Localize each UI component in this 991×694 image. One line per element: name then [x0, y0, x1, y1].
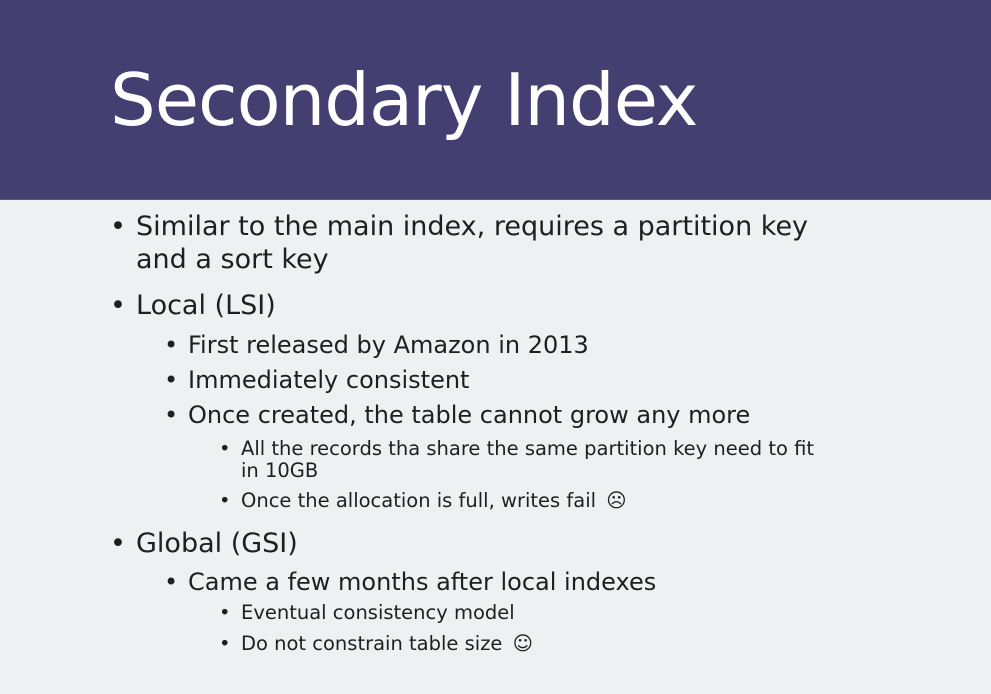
bullet-text: Do not constrain table size	[241, 632, 503, 655]
smiley-face-icon: ☺	[512, 632, 533, 655]
bullet-icon: •	[110, 211, 126, 242]
bullet-text: Once created, the table cannot grow any …	[188, 401, 751, 429]
bullet-item: • Global (GSI)	[110, 528, 298, 560]
bullet-text: Similar to the main index, requires a pa…	[136, 211, 809, 242]
bullet-icon: •	[164, 568, 179, 596]
bullet-text: and a sort key	[136, 244, 329, 275]
title-bar: Secondary Index	[0, 0, 991, 200]
sub-bullet-item: • Once created, the table cannot grow an…	[164, 401, 751, 429]
sub-bullet-item: • Immediately consistent	[164, 366, 470, 394]
sub-bullet-item: • Came a few months after local indexes	[164, 568, 657, 596]
sub-sub-bullet-item: • Do not constrain table size ☺	[219, 632, 533, 655]
bullet-text: in 10GB	[241, 459, 319, 482]
bullet-icon: •	[110, 290, 126, 321]
sub-sub-bullet-item: • All the records tha share the same par…	[219, 437, 815, 460]
bullet-icon: •	[164, 331, 179, 359]
sub-sub-bullet-item: • Once the allocation is full, writes fa…	[219, 489, 627, 512]
bullet-text: Global (GSI)	[136, 528, 298, 559]
slide-body: • Similar to the main index, requires a …	[0, 199, 991, 694]
bullet-icon: •	[219, 601, 231, 624]
bullet-icon: •	[219, 489, 231, 512]
sub-bullet-item: • First released by Amazon in 2013	[164, 331, 589, 359]
bullet-text: Immediately consistent	[188, 366, 470, 394]
bullet-icon: •	[219, 632, 231, 655]
bullet-text: Local (LSI)	[136, 290, 276, 321]
bullet-text: Came a few months after local indexes	[188, 568, 657, 596]
bullet-icon: •	[164, 401, 179, 429]
bullet-text: First released by Amazon in 2013	[188, 331, 589, 359]
bullet-text: Once the allocation is full, writes fail	[241, 489, 597, 512]
bullet-icon: •	[164, 366, 179, 394]
bullet-text: Eventual consistency model	[241, 601, 515, 624]
bullet-icon: •	[219, 437, 231, 460]
bullet-continuation: and a sort key	[136, 244, 329, 276]
bullet-continuation: in 10GB	[241, 460, 318, 482]
bullet-text: All the records tha share the same parti…	[241, 437, 815, 460]
bullet-item: • Local (LSI)	[110, 290, 276, 322]
sad-face-icon: ☹	[606, 489, 627, 512]
bullet-item: • Similar to the main index, requires a …	[110, 211, 809, 243]
bullet-icon: •	[110, 528, 126, 559]
sub-sub-bullet-item: • Eventual consistency model	[219, 601, 515, 624]
slide-title: Secondary Index	[110, 58, 698, 142]
